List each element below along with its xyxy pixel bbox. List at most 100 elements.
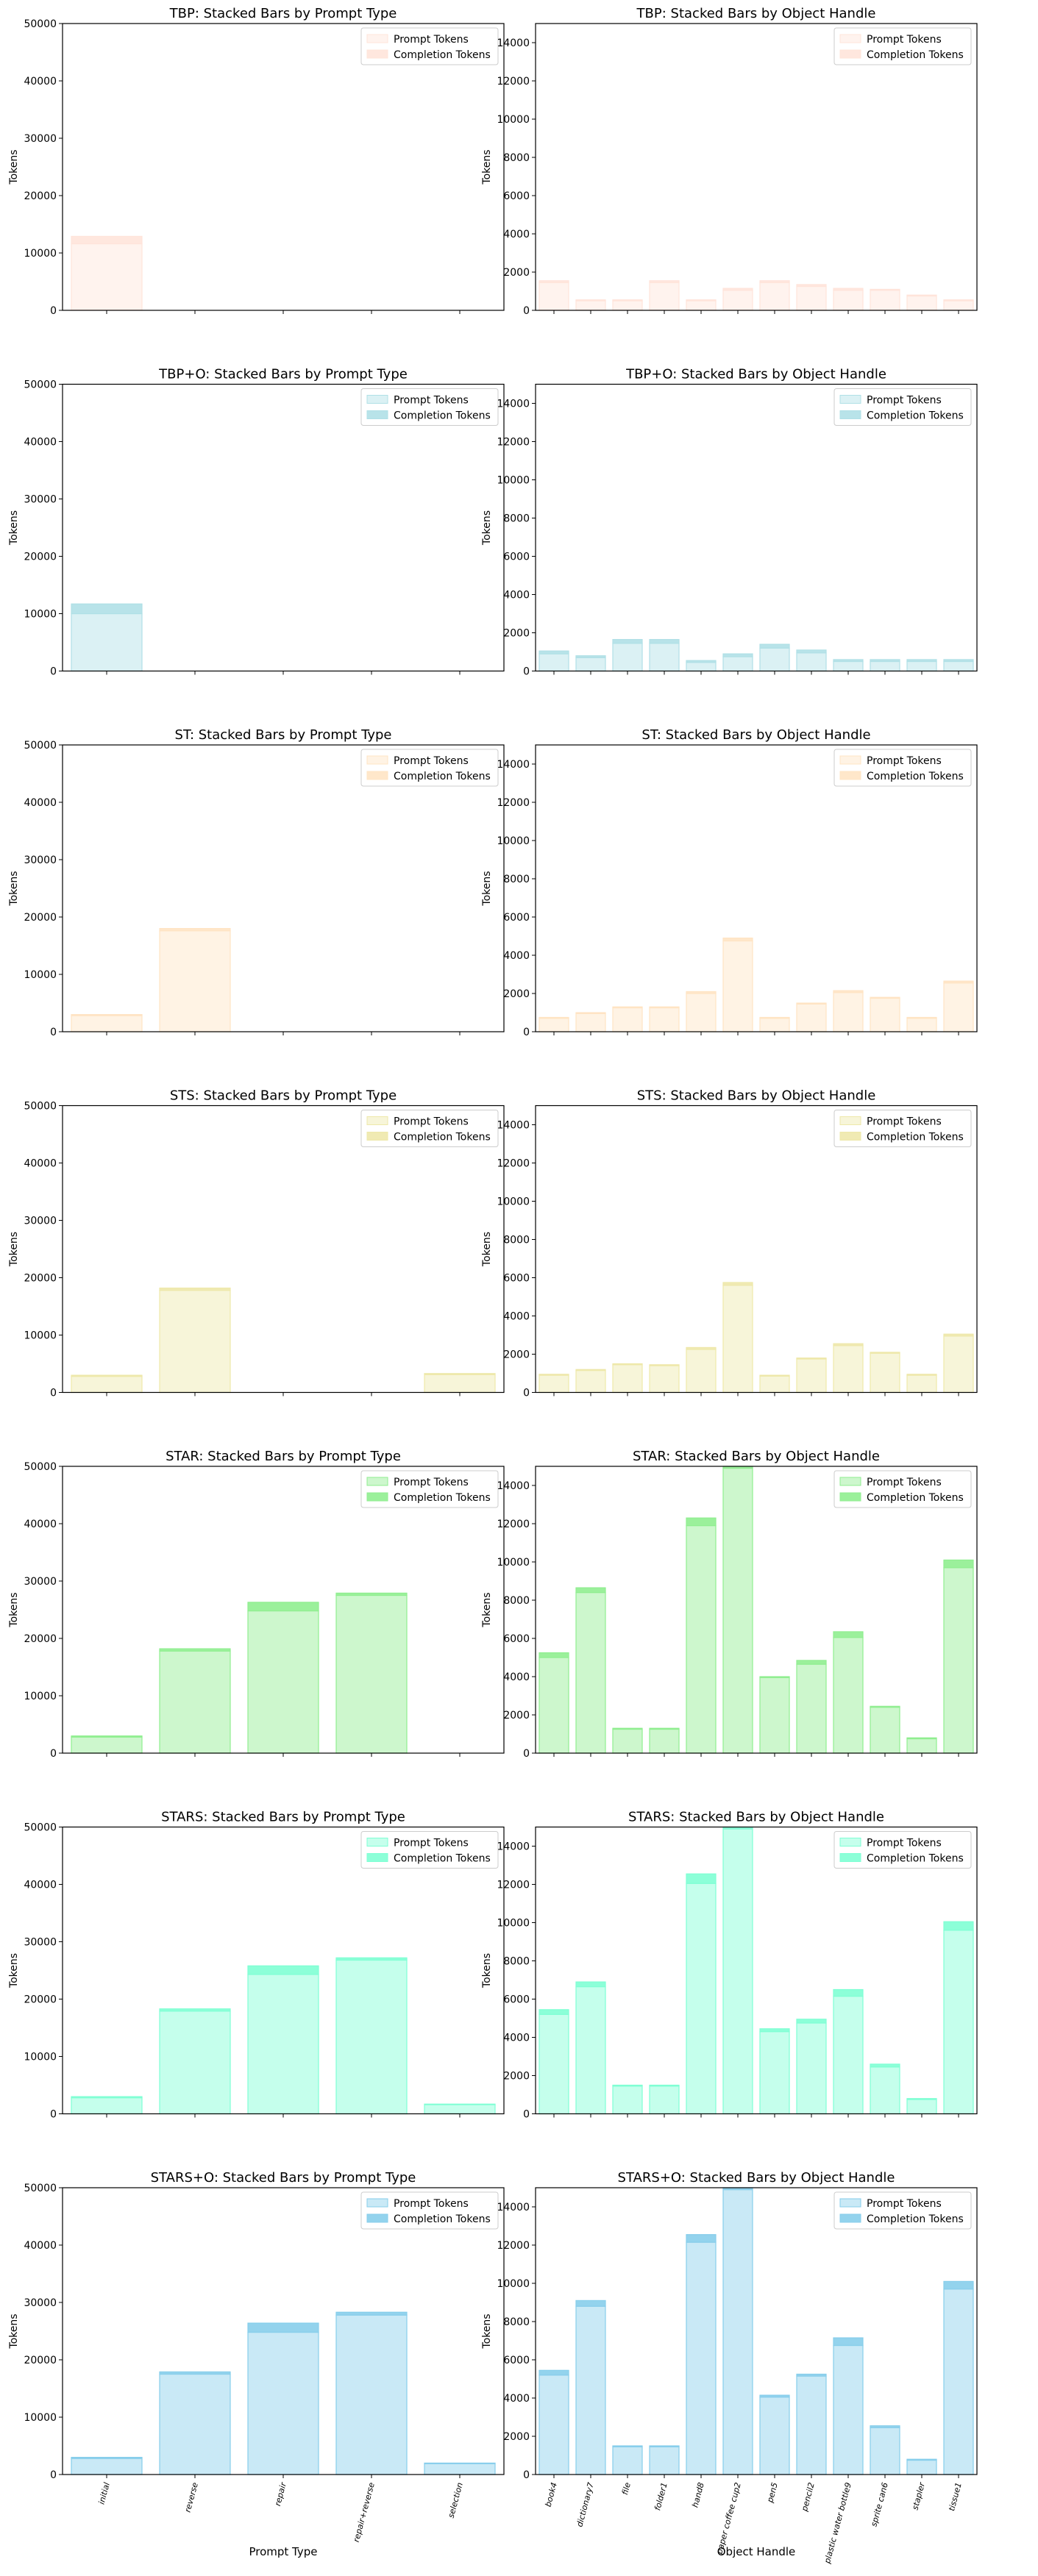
- bar-prompt-tokens: [870, 1707, 900, 1754]
- bar-prompt-tokens: [906, 2459, 937, 2475]
- bar-completion-tokens: [686, 2234, 717, 2243]
- legend-label-completion: Completion Tokens: [867, 771, 964, 782]
- chart-panel: TBP: Stacked Bars by Object Handle Tokens…: [481, 6, 978, 317]
- x-tick-label: initial: [97, 2481, 112, 2505]
- bar-prompt-tokens: [247, 1974, 319, 2115]
- chart-panel: TBP+O: Stacked Bars by Object Handle Toke…: [481, 367, 978, 678]
- bar-prompt-tokens: [686, 2241, 717, 2475]
- bar-prompt-tokens: [722, 1828, 753, 2115]
- x-tick-label: stapler: [910, 2480, 927, 2511]
- bar-completion-tokens: [159, 1287, 231, 1291]
- y-tick-label: 0: [50, 1748, 57, 1760]
- y-tick-label: 6000: [503, 2355, 530, 2366]
- y-tick-label: 4000: [503, 229, 530, 240]
- legend-label-completion: Completion Tokens: [394, 1853, 491, 1865]
- y-tick-label: 40000: [24, 76, 57, 88]
- chart-title: TBP+O: Stacked Bars by Prompt Type: [158, 367, 408, 382]
- bar-completion-tokens: [906, 294, 937, 297]
- bar-completion-tokens: [612, 299, 643, 302]
- bar-completion-tokens: [759, 643, 790, 649]
- bar-prompt-tokens: [538, 653, 569, 672]
- bar-completion-tokens: [71, 603, 143, 615]
- y-axis-label: Tokens: [481, 1592, 493, 1627]
- legend-swatch-prompt: [839, 2198, 861, 2208]
- y-tick-label: 20000: [24, 552, 57, 563]
- y-tick-label: 10000: [24, 1691, 57, 1702]
- bar-prompt-tokens: [759, 2031, 790, 2115]
- legend-label-prompt: Prompt Tokens: [394, 2198, 469, 2210]
- bar-completion-tokens: [159, 2008, 231, 2012]
- bar-prompt-tokens: [575, 1592, 606, 1754]
- legend-label-prompt: Prompt Tokens: [394, 1477, 469, 1488]
- legend-label-completion: Completion Tokens: [394, 49, 491, 61]
- y-tick-label: 30000: [24, 494, 57, 506]
- bar-prompt-tokens: [833, 660, 864, 672]
- legend-swatch-completion: [839, 1492, 861, 1502]
- bar-prompt-tokens: [71, 2097, 143, 2115]
- x-tick-label: repair: [273, 2480, 288, 2507]
- y-tick-label: 6000: [503, 1273, 530, 1285]
- x-tick-label: pen5: [765, 2481, 780, 2504]
- legend-box: [360, 2191, 499, 2230]
- bar-prompt-tokens: [686, 1525, 717, 1754]
- x-tick-label: hand8: [690, 2481, 706, 2508]
- y-tick-label: 0: [523, 2109, 530, 2121]
- y-tick-label: 30000: [24, 133, 57, 145]
- x-tick-label: dictionary7: [575, 2481, 596, 2527]
- bar-completion-tokens: [906, 1374, 937, 1376]
- bar-prompt-tokens: [538, 2375, 569, 2475]
- bar-completion-tokens: [722, 937, 753, 942]
- bar-prompt-tokens: [796, 2022, 827, 2115]
- bar-prompt-tokens: [649, 1365, 680, 1394]
- plot-frame: [535, 744, 978, 1032]
- legend-label-completion: Completion Tokens: [394, 2213, 491, 2225]
- legend-swatch-completion: [839, 2213, 861, 2223]
- bar-completion-tokens: [870, 996, 900, 999]
- bar-prompt-tokens: [686, 993, 717, 1032]
- y-tick-label: 0: [50, 2469, 57, 2481]
- bar-completion-tokens: [335, 1957, 408, 1961]
- legend-swatch-prompt: [839, 1477, 861, 1486]
- bar-completion-tokens: [906, 2458, 937, 2461]
- y-tick-label: 10000: [497, 475, 530, 487]
- bar-completion-tokens: [833, 288, 864, 291]
- legend-swatch-prompt: [366, 1477, 388, 1486]
- y-tick-label: 2000: [503, 2431, 530, 2443]
- y-tick-label: 8000: [503, 152, 530, 164]
- bar-prompt-tokens: [906, 660, 937, 672]
- legend-label-completion: Completion Tokens: [394, 1132, 491, 1143]
- bar-prompt-tokens: [796, 652, 827, 672]
- bar-completion-tokens: [943, 980, 974, 984]
- bar-completion-tokens: [833, 2337, 864, 2347]
- plot-frame: [62, 2187, 505, 2475]
- y-axis-label: Tokens: [8, 871, 20, 906]
- bar-prompt-tokens: [159, 930, 231, 1032]
- y-tick-label: 20000: [24, 190, 57, 202]
- bar-completion-tokens: [424, 2103, 496, 2105]
- bar-completion-tokens: [612, 638, 643, 644]
- legend-swatch-completion: [839, 771, 861, 780]
- y-tick-label: 6000: [503, 912, 530, 924]
- bar-prompt-tokens: [649, 2086, 680, 2115]
- y-tick-label: 0: [523, 2469, 530, 2481]
- legend: Prompt Tokens Completion Tokens: [360, 2191, 499, 2230]
- y-tick-label: 4000: [503, 1311, 530, 1323]
- plot-frame: [535, 1466, 978, 1754]
- plot-frame: [62, 1105, 505, 1394]
- y-tick-label: 4000: [503, 1671, 530, 1683]
- y-tick-label: 2000: [503, 2071, 530, 2083]
- legend-label-completion: Completion Tokens: [867, 49, 964, 61]
- bar-prompt-tokens: [335, 1959, 408, 2115]
- bar-completion-tokens: [649, 1727, 680, 1730]
- bar-prompt-tokens: [612, 2446, 643, 2475]
- bar-completion-tokens: [870, 1705, 900, 1708]
- bar-completion-tokens: [759, 2394, 790, 2398]
- legend-label-prompt: Prompt Tokens: [867, 395, 942, 407]
- x-tick-label: reverse: [183, 2481, 200, 2513]
- y-tick-label: 30000: [24, 1937, 57, 1949]
- bar-completion-tokens: [722, 653, 753, 657]
- legend-swatch-completion: [839, 1853, 861, 1862]
- y-tick-label: 2000: [503, 1349, 530, 1361]
- bar-completion-tokens: [906, 659, 937, 663]
- plot-frame: [535, 23, 978, 311]
